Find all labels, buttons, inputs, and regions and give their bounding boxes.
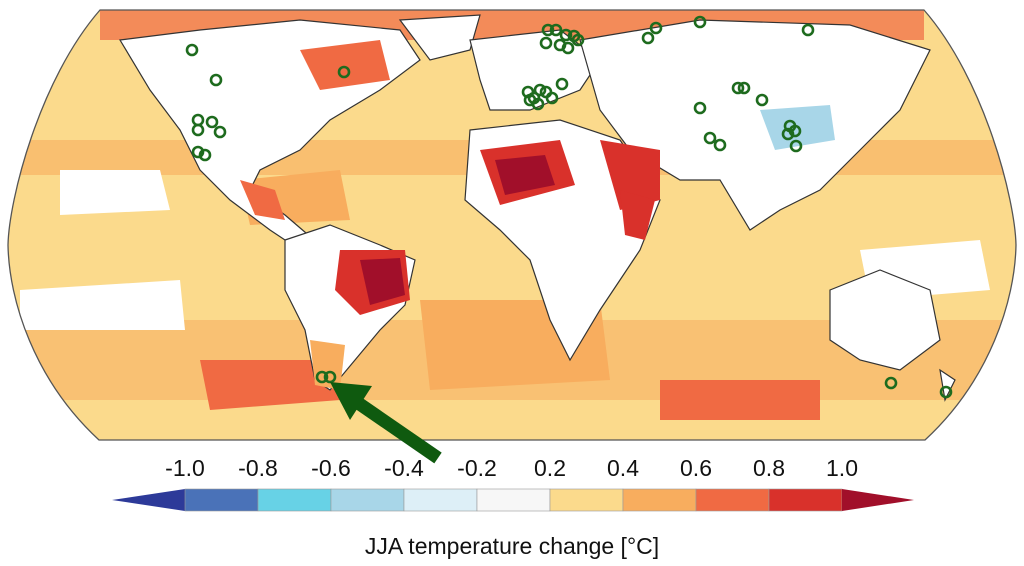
colorbar-tick-label: 1.0 bbox=[826, 455, 858, 481]
colorbar-tick-label: 0.8 bbox=[753, 455, 785, 481]
colorbar-tick-label: 0.2 bbox=[534, 455, 566, 481]
site-marker bbox=[939, 385, 953, 399]
colorbar-bin bbox=[330, 488, 405, 512]
site-marker bbox=[755, 93, 769, 107]
site-marker bbox=[198, 148, 212, 162]
colorbar-tick-label: -1.0 bbox=[165, 455, 205, 481]
site-marker bbox=[693, 15, 707, 29]
colorbar-bin bbox=[257, 488, 332, 512]
hotspot bbox=[240, 180, 285, 220]
site-marker bbox=[191, 123, 205, 137]
site-marker bbox=[641, 31, 655, 45]
colorbar-bin bbox=[695, 488, 770, 512]
site-marker bbox=[561, 41, 575, 55]
site-marker bbox=[693, 101, 707, 115]
highlight-arrow-shaft bbox=[344, 390, 442, 464]
colorbar-bin bbox=[184, 488, 259, 512]
colorbar-tick-label: -0.4 bbox=[384, 455, 424, 481]
site-marker bbox=[737, 81, 751, 95]
colorbar-under-triangle bbox=[112, 489, 185, 511]
site-marker bbox=[789, 139, 803, 153]
site-marker bbox=[191, 145, 205, 159]
hotspot bbox=[495, 155, 555, 195]
hotspot bbox=[620, 190, 655, 240]
colorbar-tick-label: -0.8 bbox=[238, 455, 278, 481]
hotspot bbox=[600, 140, 660, 210]
site-markers bbox=[185, 15, 953, 399]
colorbar-tick-label: 0.4 bbox=[607, 455, 639, 481]
ocean-patch bbox=[660, 380, 820, 420]
site-marker bbox=[523, 93, 537, 107]
colorbar-bin bbox=[403, 488, 478, 512]
ocean-patch bbox=[60, 170, 170, 215]
hotspot bbox=[360, 258, 405, 305]
site-marker bbox=[703, 131, 717, 145]
temperature-map bbox=[8, 10, 1016, 440]
ocean-patch bbox=[200, 360, 340, 410]
site-marker bbox=[549, 23, 563, 37]
colorbar-tick-label: -0.2 bbox=[457, 455, 497, 481]
site-marker bbox=[884, 376, 898, 390]
highlight-arrow-head bbox=[330, 382, 372, 420]
site-marker bbox=[788, 124, 802, 138]
colorbar-tick-label: 0.6 bbox=[680, 455, 712, 481]
site-marker bbox=[541, 23, 555, 37]
map-frame bbox=[7, 9, 1017, 441]
colorbar-bin bbox=[768, 488, 843, 512]
site-marker bbox=[545, 91, 559, 105]
ocean-patch bbox=[20, 280, 185, 330]
site-marker bbox=[337, 65, 351, 79]
australia bbox=[829, 269, 941, 371]
colorbar-bin bbox=[622, 488, 697, 512]
site-marker bbox=[209, 73, 223, 87]
colorbar bbox=[112, 488, 914, 512]
hotspot bbox=[300, 40, 390, 90]
colorbar-tick-label: -0.6 bbox=[311, 455, 351, 481]
colorbar-title: JJA temperature change [°C] bbox=[364, 533, 660, 559]
site-marker bbox=[713, 138, 727, 152]
greenland bbox=[398, 14, 481, 61]
colorbar-over-triangle bbox=[842, 489, 914, 511]
site-marker bbox=[731, 81, 745, 95]
site-marker bbox=[571, 33, 585, 47]
site-marker bbox=[213, 125, 227, 139]
europe bbox=[469, 29, 601, 111]
colorbar-bin bbox=[549, 488, 624, 512]
site-marker bbox=[315, 370, 329, 384]
site-marker bbox=[185, 43, 199, 57]
site-marker bbox=[801, 23, 815, 37]
site-marker bbox=[533, 83, 547, 97]
site-marker bbox=[205, 115, 219, 129]
colorbar-bin bbox=[476, 488, 551, 512]
site-marker bbox=[539, 36, 553, 50]
site-marker bbox=[555, 77, 569, 91]
site-marker bbox=[649, 21, 663, 35]
site-marker bbox=[781, 127, 795, 141]
site-marker bbox=[559, 28, 573, 42]
